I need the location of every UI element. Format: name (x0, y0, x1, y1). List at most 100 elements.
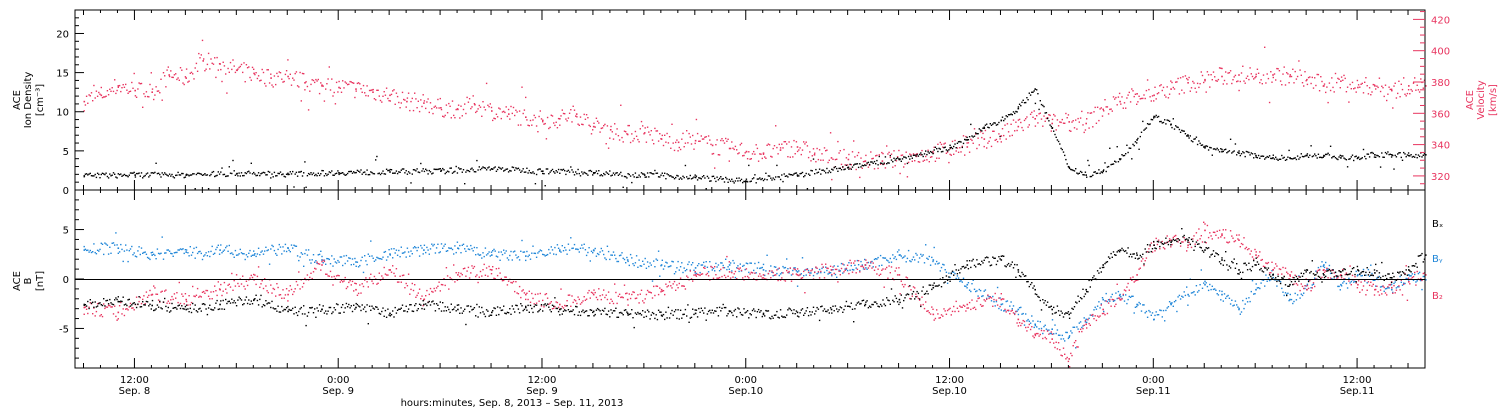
data-point (1098, 119, 1100, 122)
data-point (339, 281, 341, 283)
data-point (781, 272, 783, 274)
data-point (1125, 107, 1127, 109)
data-point (276, 254, 278, 256)
data-point (1021, 322, 1023, 325)
data-point (432, 300, 434, 302)
data-point (1273, 267, 1276, 269)
data-point (1027, 126, 1029, 128)
data-point (1357, 86, 1359, 89)
data-point (1336, 276, 1338, 278)
data-point (1408, 154, 1410, 157)
data-point (601, 294, 604, 296)
data-point (1391, 154, 1393, 156)
data-point (987, 126, 989, 128)
data-point (1245, 297, 1248, 300)
data-point (278, 311, 280, 313)
data-point (992, 130, 994, 132)
data-point (489, 169, 491, 171)
data-point (840, 267, 843, 270)
data-point (751, 178, 754, 180)
data-point (311, 79, 313, 81)
data-point (1355, 155, 1357, 157)
data-point (544, 255, 546, 257)
data-point (1299, 69, 1301, 71)
data-point (1264, 158, 1266, 160)
data-point (372, 282, 374, 285)
data-point (1366, 153, 1368, 155)
data-point (725, 258, 727, 260)
data-point (217, 171, 219, 173)
data-point (387, 169, 389, 172)
data-point (778, 267, 780, 269)
data-point (1103, 110, 1105, 112)
data-point (1068, 358, 1070, 360)
data-point (654, 169, 656, 172)
data-point (982, 305, 984, 307)
data-point (1010, 301, 1012, 303)
data-point (427, 98, 429, 100)
data-point (198, 251, 200, 253)
data-point (1101, 172, 1104, 174)
data-point (83, 245, 85, 248)
data-point (968, 136, 971, 138)
data-point (604, 257, 606, 259)
data-point (416, 107, 418, 109)
data-point (556, 301, 559, 304)
data-point (457, 167, 460, 169)
data-point (462, 169, 465, 171)
data-point (1262, 155, 1265, 157)
data-point (388, 100, 390, 102)
data-point (1006, 116, 1009, 118)
data-point (257, 172, 260, 174)
data-point (1172, 118, 1174, 120)
data-point (171, 76, 173, 78)
data-point (942, 146, 944, 148)
data-point (593, 289, 595, 291)
data-point (227, 250, 229, 252)
data-point (1023, 320, 1026, 323)
data-point (166, 302, 168, 304)
data-point (337, 303, 339, 306)
data-point (564, 246, 566, 249)
data-point (412, 310, 415, 313)
data-point (975, 133, 977, 135)
data-point (1332, 86, 1334, 89)
data-point (206, 63, 209, 66)
data-point (125, 174, 127, 177)
data-point (307, 172, 310, 175)
data-point (327, 258, 329, 260)
data-point (557, 117, 560, 120)
data-point (840, 262, 843, 265)
data-point (1161, 240, 1163, 243)
data-point (294, 245, 296, 247)
data-point (585, 114, 588, 116)
data-point (909, 260, 911, 262)
data-point (1384, 84, 1387, 86)
data-point (1044, 324, 1046, 326)
data-point (1159, 85, 1161, 87)
data-point (1327, 101, 1329, 104)
data-point (337, 259, 339, 262)
data-point (839, 150, 841, 152)
data-point (437, 285, 439, 287)
data-point (490, 314, 493, 316)
data-point (1309, 279, 1311, 282)
data-point (939, 148, 941, 150)
data-point (1094, 106, 1096, 109)
data-point (660, 174, 662, 176)
data-point (304, 161, 306, 163)
data-point (228, 166, 230, 168)
data-point (1123, 300, 1126, 302)
data-point (1082, 325, 1084, 327)
data-point (123, 304, 126, 306)
data-point (425, 303, 427, 305)
data-point (375, 159, 377, 161)
data-point (1136, 303, 1138, 306)
data-point (266, 303, 268, 305)
data-point (588, 247, 590, 249)
data-point (843, 148, 845, 151)
data-point (1187, 246, 1189, 249)
data-point (161, 290, 163, 292)
data-point (1105, 170, 1107, 173)
data-point (883, 163, 885, 165)
